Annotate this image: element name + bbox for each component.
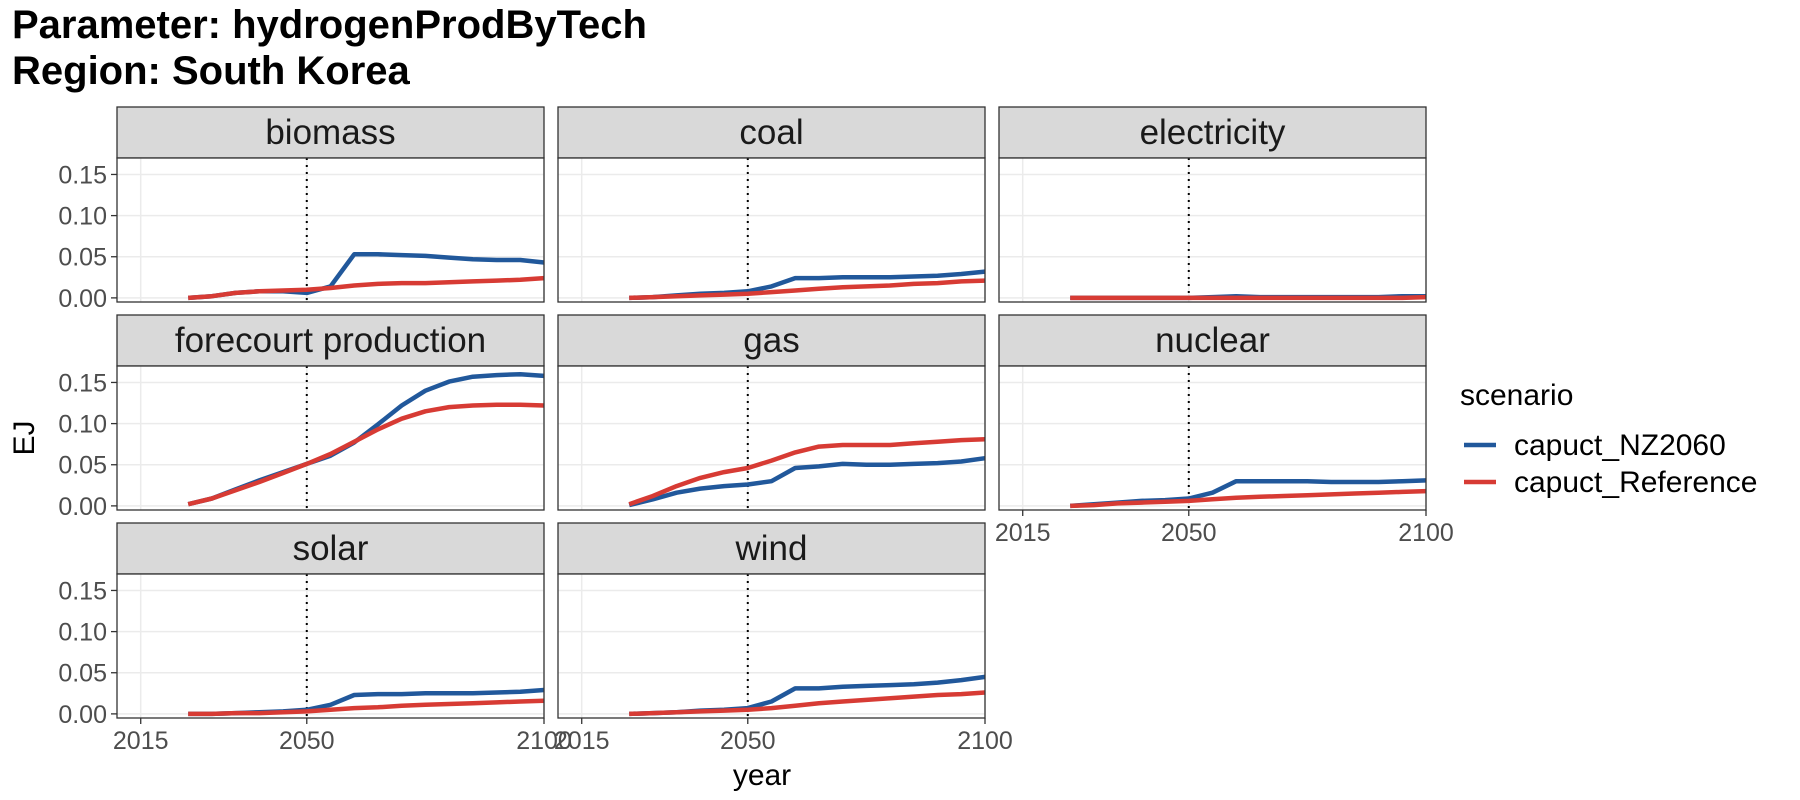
x-tick-label: 2050: [279, 727, 335, 755]
y-tick-label: 0.15: [58, 161, 107, 189]
y-axis-title: EJ: [8, 420, 41, 455]
y-tick-label: 0.00: [58, 493, 107, 521]
panel-border: [116, 365, 545, 511]
facet-strip-label: wind: [735, 529, 808, 568]
facet-strip: [557, 314, 986, 367]
series-line-capuct-nz2060: [628, 455, 986, 508]
series-line-capuct-reference: [188, 275, 545, 301]
y-tick-label: 0.05: [58, 660, 107, 688]
plot-background: [117, 366, 544, 510]
series-line-capuct-reference: [188, 698, 545, 717]
x-tick-label: 2015: [995, 519, 1051, 547]
facet-biomass: biomass 0.00 0.05 0.10 0.15: [58, 106, 545, 313]
facet-panels: biomass 0.00 0.05 0.10 0.15 coal electricity fo…: [58, 106, 1454, 755]
facet-forecourt-production: forecourt production 0.00 0.05 0.10 0.15: [58, 314, 545, 521]
y-tick-label: 0.05: [58, 452, 107, 480]
legend-label-capuct-nz2060: capuct_NZ2060: [1514, 429, 1726, 462]
series-line-capuct-reference: [629, 278, 986, 301]
x-tick-label: 2100: [957, 727, 1013, 755]
facet-gas: gas: [557, 314, 986, 511]
series-line-capuct-reference: [187, 402, 545, 507]
facet-strip-label: biomass: [265, 113, 395, 152]
facet-strip: [557, 522, 986, 575]
facet-coal: coal: [557, 106, 986, 303]
chart-title-line1: Parameter: hydrogenProdByTech: [12, 3, 647, 47]
y-tick-label: 0.10: [58, 203, 107, 231]
x-tick-label: 2015: [554, 727, 610, 755]
facet-strip-label: coal: [739, 113, 803, 152]
y-tick-label: 0.10: [58, 411, 107, 439]
panel-border: [998, 365, 1427, 511]
legend-title: scenario: [1460, 379, 1573, 412]
facet-solar: solar 0.00 0.05 0.10 0.15 2015 2050 2100: [58, 522, 572, 755]
y-tick-label: 0.00: [58, 701, 107, 729]
panel-border: [116, 573, 545, 719]
panel-border: [557, 157, 986, 303]
x-tick-label: 2100: [1398, 519, 1454, 547]
facet-strip: [998, 106, 1427, 159]
y-tick-label: 0.15: [58, 369, 107, 397]
y-tick-label: 0.10: [58, 619, 107, 647]
legend-label-capuct-reference: capuct_Reference: [1514, 466, 1758, 499]
x-tick-label: 2015: [113, 727, 169, 755]
facet-strip-label: solar: [293, 529, 369, 568]
facet-strip-label: gas: [743, 321, 799, 360]
facet-strip: [116, 522, 545, 575]
series-line-capuct-reference: [628, 436, 986, 507]
facet-strip: [116, 106, 545, 159]
plot-background: [999, 366, 1426, 510]
panel-border: [116, 157, 545, 303]
plot-background: [558, 366, 985, 510]
legend: scenario capuct_NZ2060 capuct_Reference: [1460, 379, 1758, 499]
series-line-capuct-reference: [1070, 294, 1427, 301]
facet-nuclear: nuclear 2015 2050 2100: [995, 314, 1454, 547]
series-line-capuct-reference: [1070, 488, 1427, 509]
y-tick-label: 0.00: [58, 285, 107, 313]
plot-background: [117, 574, 544, 718]
facet-strip: [998, 314, 1427, 367]
chart-title-line2: Region: South Korea: [12, 49, 411, 93]
plot-background: [999, 158, 1426, 302]
facet-strip: [557, 106, 986, 159]
plot-background: [117, 158, 544, 302]
x-tick-label: 2100: [516, 727, 572, 755]
facet-strip-label: forecourt production: [175, 321, 486, 360]
x-tick-label: 2050: [1161, 519, 1217, 547]
y-tick-label: 0.05: [58, 244, 107, 272]
plot-background: [558, 158, 985, 302]
series-line-capuct-reference: [629, 690, 986, 717]
facet-electricity: electricity: [998, 106, 1427, 303]
facet-strip-label: nuclear: [1155, 321, 1270, 360]
panel-border: [557, 365, 986, 511]
y-tick-label: 0.15: [58, 577, 107, 605]
x-tick-label: 2050: [720, 727, 776, 755]
panel-border: [998, 157, 1427, 303]
x-axis-title: year: [733, 759, 791, 792]
panel-border: [557, 573, 986, 719]
plot-background: [558, 574, 985, 718]
facet-wind: wind 2015 2050 2100: [554, 522, 1013, 755]
facet-strip-label: electricity: [1140, 113, 1286, 152]
